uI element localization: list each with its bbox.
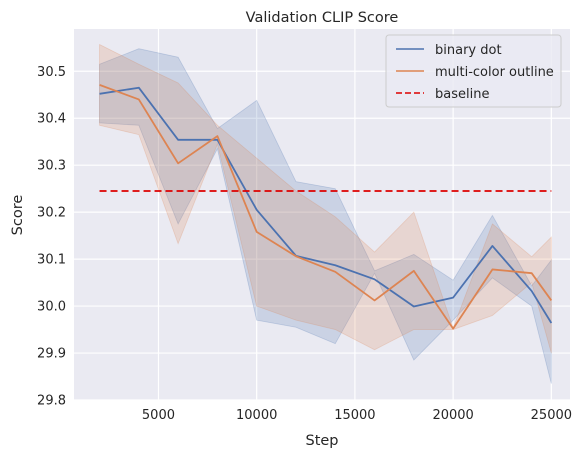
series-lines — [99, 84, 553, 330]
legend-box — [385, 34, 562, 108]
series-line-multi-color-outline — [99, 84, 553, 330]
series-line-binary-dot — [99, 86, 553, 324]
y-tick-label: 29.8 — [37, 394, 66, 409]
x-tick-label: 25000 — [531, 408, 572, 423]
x-axis-label: Step — [305, 433, 338, 449]
legend-label-baseline: baseline — [435, 87, 489, 102]
confidence-bands — [99, 43, 552, 384]
y-tick-label: 30.2 — [37, 206, 66, 221]
y-tick-label: 29.9 — [37, 347, 66, 362]
chart-title: Validation CLIP Score — [246, 10, 399, 26]
legend-label-multi-color-outline: multi-color outline — [435, 65, 554, 80]
y-axis-label: Score — [10, 195, 26, 236]
y-tick-label: 30.0 — [37, 300, 66, 315]
y-tick-label: 30.4 — [37, 112, 66, 127]
band-binary-dot — [99, 48, 552, 384]
legend: binary dot multi-color outline baseline — [385, 34, 562, 108]
x-tick-label: 15000 — [334, 408, 375, 423]
legend-label-binary-dot: binary dot — [435, 43, 502, 58]
x-tick-label: 10000 — [236, 408, 277, 423]
x-tick-labels: 5000 10000 15000 20000 25000 — [142, 408, 572, 423]
grid — [74, 29, 570, 401]
y-tick-labels: 29.8 29.9 30.0 30.1 30.2 30.3 30.4 30.5 — [37, 65, 66, 409]
band-multi-color-outline — [99, 43, 552, 354]
y-tick-label: 30.1 — [37, 253, 66, 268]
y-tick-label: 30.3 — [37, 159, 66, 174]
x-tick-label: 5000 — [142, 408, 175, 423]
y-tick-label: 30.5 — [37, 65, 66, 80]
x-tick-label: 20000 — [432, 408, 473, 423]
